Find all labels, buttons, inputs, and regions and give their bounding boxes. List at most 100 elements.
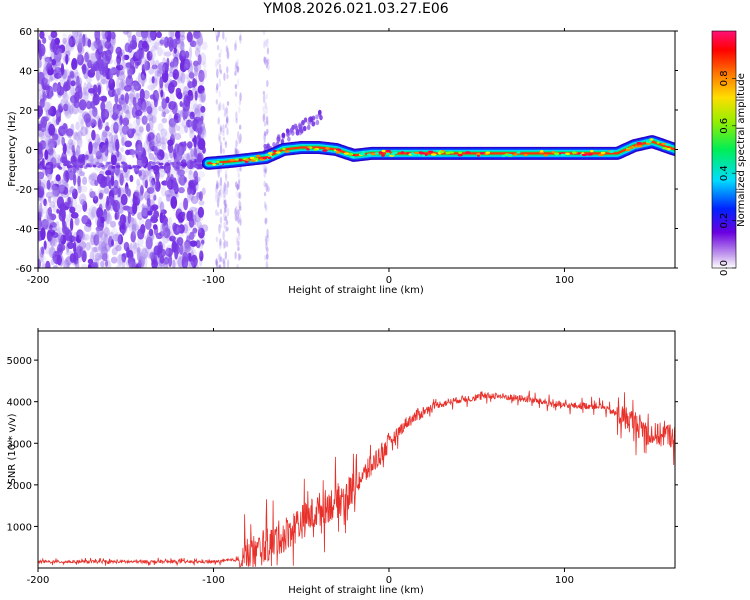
spectrogram-noise-blob <box>93 246 101 253</box>
spectrogram-noise-blob <box>176 206 181 215</box>
spectrogram-noise-blob <box>159 255 165 264</box>
spectrogram-noise-blob <box>118 252 122 265</box>
spectrogram-noise-blob <box>131 105 138 119</box>
spectrogram-noise-blob <box>75 204 83 213</box>
spectrogram-noise-blob <box>95 162 100 166</box>
spectrogram-noise-blob <box>265 106 268 115</box>
spectrogram-noise-blob <box>147 132 155 141</box>
spectrogram-noise-blob <box>225 240 229 248</box>
spectrogram-noise-blob <box>236 66 240 74</box>
spectrogram-ridge-speckle <box>430 153 437 156</box>
spectrogram-noise-blob <box>48 123 56 136</box>
spectrogram-noise-blob <box>108 161 113 165</box>
spectrogram-ridge-speckle <box>410 152 415 155</box>
spectrogram-noise-blob <box>78 166 83 175</box>
spectrogram-noise-blob <box>89 163 94 167</box>
spectrogram-noise-blob <box>227 50 230 60</box>
spectrogram-noise-blob <box>49 56 53 62</box>
spectrogram-ridge-speckle <box>560 153 566 156</box>
spectrogram-noise-blob <box>222 148 225 155</box>
spectrogram-noise-blob <box>68 89 77 103</box>
spectrogram-noise-blob <box>191 119 198 131</box>
spectrogram-noise-blob <box>83 223 92 233</box>
spectrogram-noise-blob <box>57 232 63 243</box>
spectrogram-noise-blob <box>235 111 238 120</box>
spectrogram-noise-blob <box>239 165 242 172</box>
spectrogram-noise-blob <box>92 250 100 262</box>
spectrogram-noise-blob <box>50 87 57 93</box>
spectrogram-noise-blob <box>225 115 229 124</box>
spectrogram-noise-blob <box>169 125 177 139</box>
spectrogram-noise-blob <box>64 108 72 119</box>
spectrogram-noise-blob <box>81 215 89 225</box>
spectrogram-ridge-speckle <box>465 151 471 154</box>
spectrogram-noise-blob <box>196 221 202 229</box>
spectrogram-ridge-speckle <box>540 149 544 153</box>
spectrogram-noise-blob <box>156 173 165 180</box>
spectrogram-noise-blob <box>238 178 241 183</box>
spectrogram-noise-blob <box>218 52 221 58</box>
spectrogram-noise-blob <box>218 252 221 263</box>
spectrogram-noise-blob <box>108 90 113 98</box>
spectrogram-noise-blob <box>225 106 228 115</box>
spectrogram-ridge-speckle <box>392 151 398 155</box>
y-tick-label: 60 <box>19 27 32 38</box>
spectrogram-noise-blob <box>137 132 143 144</box>
spectrogram-noise-blob <box>75 149 79 161</box>
spectrogram-noise-blob <box>200 90 206 103</box>
spectrogram-noise-blob <box>226 47 229 54</box>
spectrogram-noise-blob <box>216 68 219 79</box>
spectrogram-noise-blob <box>237 180 241 190</box>
y-tick-label: 3000 <box>7 439 32 450</box>
spectrogram-noise-blob <box>190 254 198 268</box>
spectrogram-noise-blob <box>101 144 108 156</box>
spectrogram-noise-blob <box>262 162 265 172</box>
spectrogram-noise-blob <box>148 77 153 85</box>
spectrogram-noise-blob <box>225 107 229 117</box>
spectrogram-noise-blob <box>150 189 157 200</box>
snr-x-label: Height of straight line (km) <box>288 585 424 596</box>
spectrogram-noise-blob <box>151 45 158 52</box>
spectrogram-ridge-speckle <box>572 151 577 154</box>
spectrogram-ridge-speckle <box>306 148 310 151</box>
spectrogram-noise-blob <box>178 146 186 157</box>
spectrogram-noise-blob <box>150 57 155 66</box>
spectrogram-noise-blob <box>38 56 43 69</box>
spectrogram-noise-blob <box>218 189 221 197</box>
spectrogram-noise-blob <box>194 259 198 266</box>
spectrogram-noise-blob <box>150 214 157 223</box>
spectrogram-noise-blob <box>166 163 171 167</box>
spectrogram-noise-blob <box>224 183 228 188</box>
spectrogram-noise-blob <box>214 31 218 38</box>
spectrogram-noise-blob <box>188 170 193 176</box>
spectrogram-noise-blob <box>67 196 72 205</box>
spectrogram-noise-blob <box>234 42 237 51</box>
spectrogram-noise-blob <box>226 116 230 127</box>
spectrogram-noise-blob <box>69 104 74 115</box>
spectrogram-ridge-speckle <box>662 147 668 150</box>
spectrogram-noise-blob <box>152 89 160 103</box>
spectrogram-ridge-speckle <box>587 153 593 156</box>
spectrogram-noise-blob <box>132 217 138 231</box>
spectrogram-noise-blob <box>143 75 147 83</box>
x-tick-label: -100 <box>202 575 225 586</box>
spectrogram-noise-blob <box>146 186 155 194</box>
spectrogram-noise-blob <box>69 141 75 150</box>
spectrogram-noise-blob <box>121 136 125 146</box>
spectrogram-x-label: Height of straight line (km) <box>288 285 424 296</box>
spectrogram-noise-blob <box>184 50 190 59</box>
spectrogram-noise-blob <box>141 115 148 125</box>
spectrogram-noise-blob <box>224 169 228 179</box>
spectrogram-noise-blob <box>73 131 78 140</box>
spectrogram-noise-blob <box>148 228 154 237</box>
spectrogram-ridge-speckle <box>381 154 385 157</box>
spectrogram-noise-blob <box>55 220 60 231</box>
spectrogram-noise-blob <box>219 256 222 262</box>
spectrogram-noise-blob <box>38 131 46 140</box>
spectrogram-noise-blob <box>223 72 226 81</box>
spectrogram-noise-blob <box>265 217 268 224</box>
spectrogram-noise-blob <box>144 179 148 189</box>
spectrogram-noise-blob <box>264 217 268 225</box>
spectrogram-noise-blob <box>154 142 159 150</box>
